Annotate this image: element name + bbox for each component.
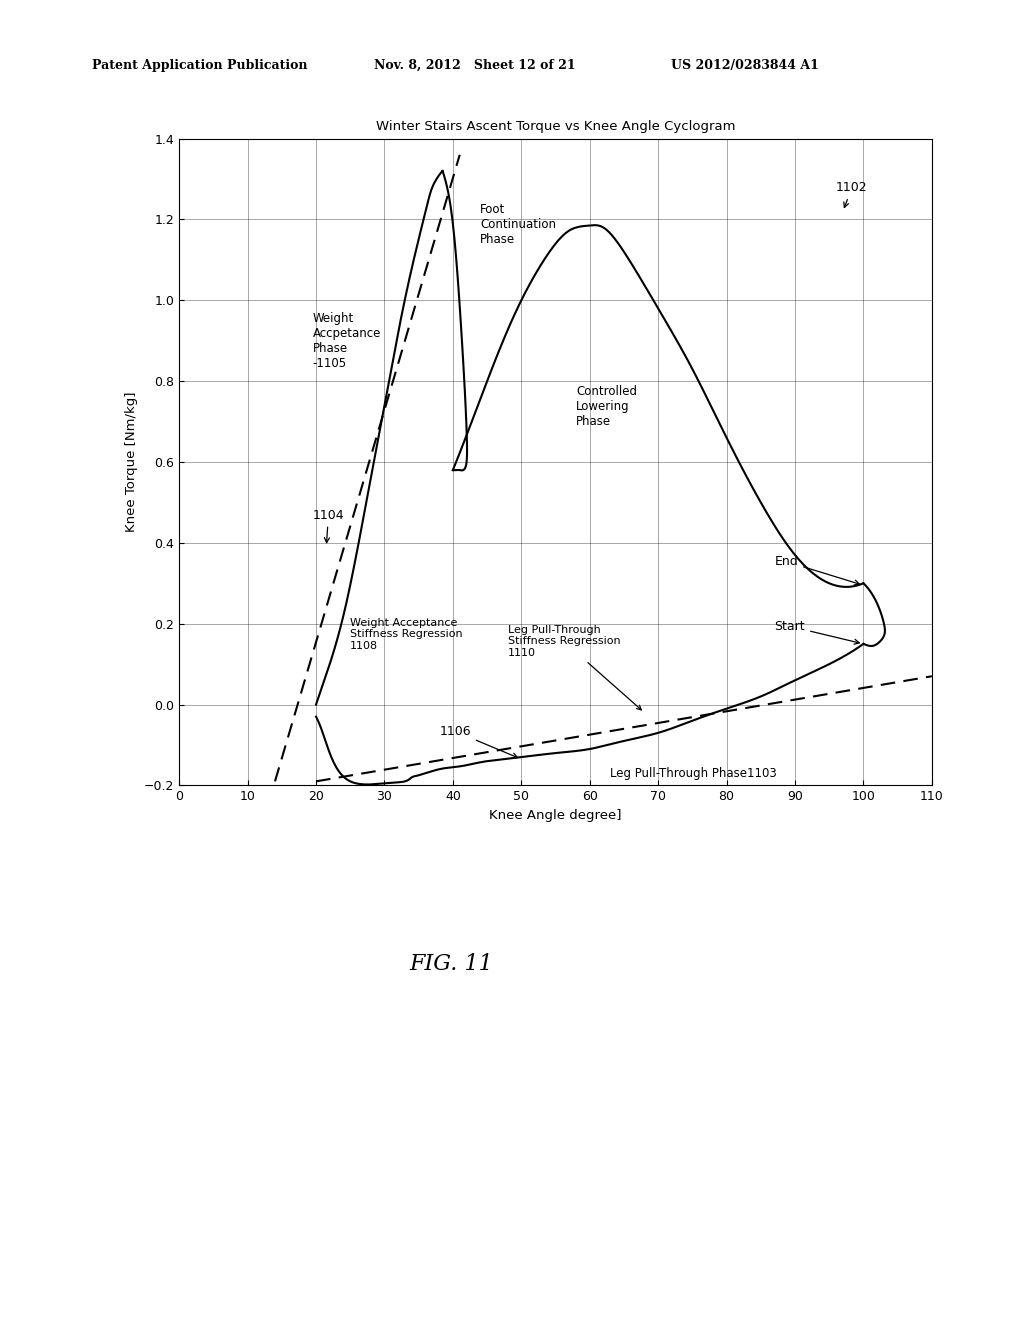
Text: Leg Pull-Through Phase1103: Leg Pull-Through Phase1103 (610, 767, 777, 780)
Text: Weight Acceptance
Stiffness Regression
1108: Weight Acceptance Stiffness Regression 1… (350, 618, 463, 651)
Text: Start: Start (774, 620, 859, 644)
Text: 1106: 1106 (439, 725, 517, 758)
Y-axis label: Knee Torque [Nm/kg]: Knee Torque [Nm/kg] (125, 392, 138, 532)
Text: Leg Pull-Through
Stiffness Regression
1110: Leg Pull-Through Stiffness Regression 11… (508, 624, 641, 710)
Title: Winter Stairs Ascent Torque vs Knee Angle Cyclogram: Winter Stairs Ascent Torque vs Knee Angl… (376, 120, 735, 133)
Text: US 2012/0283844 A1: US 2012/0283844 A1 (671, 58, 818, 71)
X-axis label: Knee Angle degree]: Knee Angle degree] (489, 809, 622, 822)
Text: Patent Application Publication: Patent Application Publication (92, 58, 307, 71)
Text: 1102: 1102 (836, 181, 867, 207)
Text: End: End (774, 556, 859, 585)
Text: Controlled
Lowering
Phase: Controlled Lowering Phase (577, 385, 637, 428)
Text: Nov. 8, 2012   Sheet 12 of 21: Nov. 8, 2012 Sheet 12 of 21 (374, 58, 575, 71)
Text: Weight
Accpetance
Phase
-1105: Weight Accpetance Phase -1105 (312, 313, 381, 371)
Text: FIG. 11: FIG. 11 (410, 953, 494, 975)
Text: Foot
Continuation
Phase: Foot Continuation Phase (480, 203, 556, 247)
Text: 1104: 1104 (312, 508, 344, 543)
